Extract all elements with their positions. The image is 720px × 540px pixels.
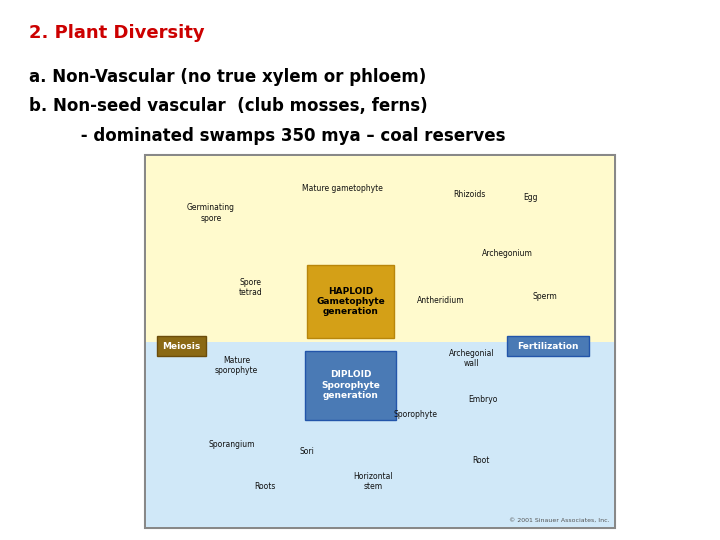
Text: HAPLOID
Gametophyte
generation: HAPLOID Gametophyte generation	[316, 287, 385, 316]
Text: a. Non-Vascular (no true xylem or phloem): a. Non-Vascular (no true xylem or phloem…	[29, 68, 426, 85]
Text: Horizontal
stem: Horizontal stem	[353, 471, 393, 491]
Bar	[507, 336, 589, 356]
Text: b. Non-seed vascular  (club mosses, ferns): b. Non-seed vascular (club mosses, ferns…	[29, 97, 428, 115]
Text: Egg: Egg	[523, 193, 538, 202]
Text: Germinating
spore: Germinating spore	[186, 203, 235, 222]
Text: Rhizoids: Rhizoids	[453, 190, 485, 199]
Text: Archegonial
wall: Archegonial wall	[449, 349, 495, 368]
Text: Archegonium: Archegonium	[482, 249, 532, 258]
Text: Sporophyte: Sporophyte	[393, 410, 437, 418]
Text: Root: Root	[472, 456, 490, 465]
Text: Sperm: Sperm	[532, 292, 557, 301]
Text: © 2001 Sinauer Associates, Inc.: © 2001 Sinauer Associates, Inc.	[509, 518, 610, 523]
Text: Sporangium: Sporangium	[209, 440, 255, 449]
Text: Spore
tetrad: Spore tetrad	[239, 278, 263, 297]
Text: Meiosis: Meiosis	[162, 342, 201, 350]
Text: Mature gametophyte: Mature gametophyte	[302, 184, 383, 193]
Text: Fertilization: Fertilization	[517, 342, 579, 350]
Text: 2. Plant Diversity: 2. Plant Diversity	[29, 24, 204, 42]
Text: DIPLOID
Sporophyte
generation: DIPLOID Sporophyte generation	[321, 370, 380, 400]
Text: Antheridium: Antheridium	[418, 296, 465, 305]
Bar	[146, 341, 614, 527]
Bar	[157, 336, 206, 356]
Bar	[146, 156, 614, 341]
Text: - dominated swamps 350 mya – coal reserves: - dominated swamps 350 mya – coal reserv…	[29, 127, 505, 145]
Text: Sori: Sori	[300, 447, 315, 456]
Bar	[307, 265, 394, 338]
Text: Roots: Roots	[254, 482, 276, 491]
Bar	[305, 351, 397, 420]
Text: Embryo: Embryo	[469, 395, 498, 404]
Text: Mature
sporophyte: Mature sporophyte	[215, 356, 258, 375]
Bar	[145, 155, 615, 528]
